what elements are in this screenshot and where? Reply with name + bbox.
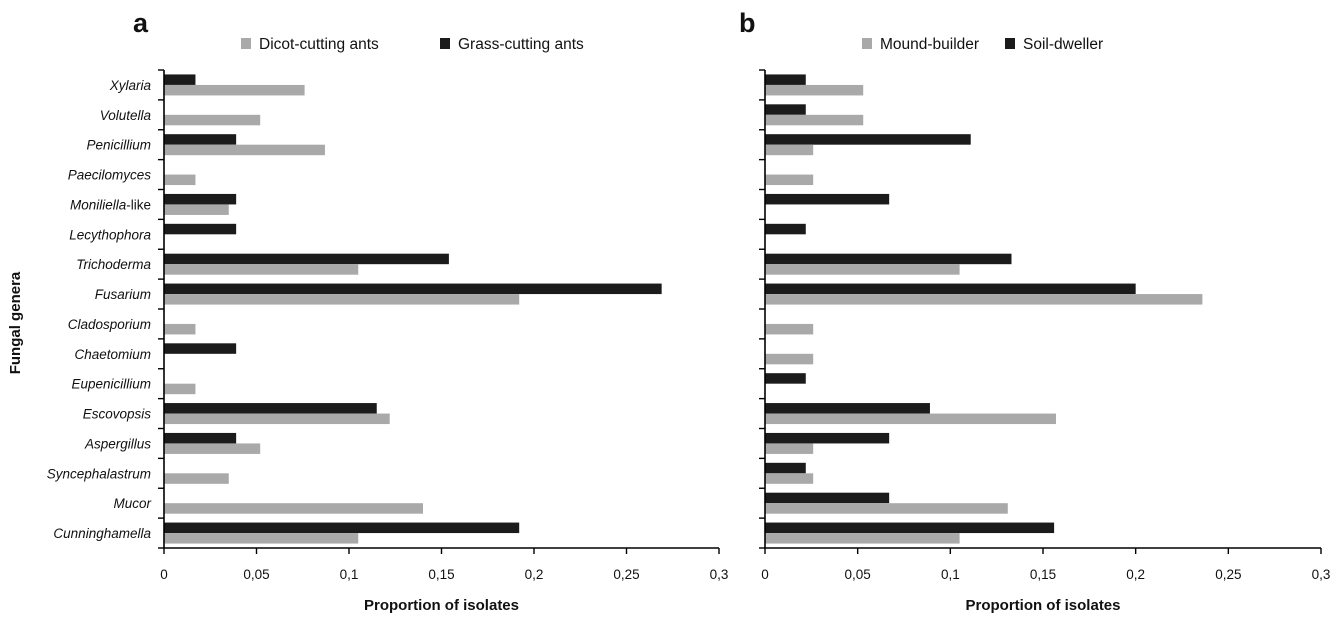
x-tick-label: 0,25 [613, 567, 639, 582]
bar-series1-syncephalastrum [765, 462, 806, 474]
category-label: Moniliella-like [70, 197, 151, 212]
bar-series1-penicillium [164, 134, 237, 145]
bar-series0-cladosporium [765, 323, 814, 335]
bar-series1-moniliella [765, 193, 890, 205]
bar-series1-volutella [765, 104, 806, 115]
bar-series0-volutella [765, 114, 864, 126]
bar-series1-penicillium [765, 134, 971, 145]
legend-swatch-0 [241, 38, 251, 49]
bar-series0-volutella [164, 114, 261, 126]
y-axis-title: Fungal genera [7, 271, 24, 374]
bar-series0-moniliella [164, 204, 229, 215]
category-label: Syncephalastrum [47, 466, 151, 481]
bar-series1-aspergillus [765, 432, 890, 444]
bar-series0-fusarium [164, 294, 520, 305]
category-label: Trichoderma [76, 257, 151, 272]
x-tick-label: 0,2 [525, 567, 544, 582]
category-label: Chaetomium [74, 347, 151, 362]
panel-label: b [739, 8, 756, 38]
bar-series1-lecythophora [164, 223, 237, 235]
legend-swatch-1 [440, 38, 450, 49]
category-label: Volutella [100, 108, 152, 123]
bar-series0-xylaria [765, 84, 864, 96]
bar-series1-trichoderma [765, 253, 1012, 265]
bar-series1-xylaria [765, 74, 806, 85]
panel-label: a [133, 8, 149, 38]
x-tick-label: 0,1 [340, 567, 359, 582]
bar-series0-cunninghamella [765, 533, 960, 544]
category-label: Aspergillus [84, 436, 151, 451]
bar-series1-cunninghamella [164, 522, 520, 534]
bar-series1-escovopsis [765, 403, 930, 414]
bar-series0-xylaria [164, 84, 305, 96]
bar-series0-escovopsis [164, 413, 390, 425]
category-label: Mucor [113, 496, 151, 511]
bar-series0-penicillium [765, 144, 814, 156]
bar-series1-moniliella [164, 193, 237, 205]
x-tick-label: 0 [160, 567, 168, 582]
legend-label-1: Grass-cutting ants [458, 36, 584, 53]
bar-series0-trichoderma [164, 264, 359, 275]
bar-series0-mucor [765, 503, 1008, 514]
bar-series0-escovopsis [765, 413, 1056, 425]
x-tick-label: 0,2 [1126, 567, 1145, 582]
x-tick-label: 0,15 [1030, 567, 1056, 582]
x-tick-label: 0,3 [710, 567, 729, 582]
chart-panel-b: b Mound-builder Soil-dweller 0 0,05 0,1 0,15 0,… [739, 8, 1330, 614]
bar-series1-aspergillus [164, 432, 237, 444]
bar-series0-mucor [164, 503, 423, 514]
category-label: Penicillium [86, 138, 151, 153]
category-label: Cladosporium [68, 317, 151, 332]
bar-series0-trichoderma [765, 264, 960, 275]
bar-series1-trichoderma [164, 253, 449, 265]
x-axis-title: Proportion of isolates [965, 597, 1120, 614]
bar-series1-lecythophora [765, 223, 806, 235]
x-tick-label: 0 [761, 567, 769, 582]
bar-series0-paecilomyces [164, 174, 196, 186]
bar-series0-chaetomium [765, 353, 814, 365]
bar-series1-fusarium [164, 283, 662, 295]
x-tick-label: 0,25 [1215, 567, 1241, 582]
category-label: Lecythophora [69, 227, 151, 242]
bar-series0-penicillium [164, 144, 325, 156]
bar-series0-syncephalastrum [765, 473, 814, 484]
legend-label-0: Mound-builder [880, 36, 979, 53]
category-label: Fusarium [95, 287, 151, 302]
bar-series0-aspergillus [765, 443, 814, 454]
x-tick-label: 0,15 [428, 567, 454, 582]
category-label: Paecilomyces [68, 168, 152, 183]
category-label: Xylaria [109, 78, 152, 93]
bar-series1-chaetomium [164, 343, 237, 354]
x-tick-label: 0,05 [243, 567, 269, 582]
bar-series1-fusarium [765, 283, 1136, 295]
bar-series0-aspergillus [164, 443, 261, 454]
bar-series1-cunninghamella [765, 522, 1055, 534]
bar-series1-xylaria [164, 74, 196, 85]
bar-series0-eupenicillium [164, 383, 196, 395]
chart-panel-a: a Dicot-cutting ants Grass-cutting ants Xyl… [7, 8, 728, 614]
category-label: Cunninghamella [53, 526, 151, 541]
bar-series0-paecilomyces [765, 174, 814, 186]
x-tick-label: 0,1 [941, 567, 960, 582]
x-tick-label: 0,3 [1312, 567, 1331, 582]
bar-series1-mucor [765, 492, 890, 504]
category-label: Escovopsis [83, 407, 152, 422]
legend-swatch-1 [1005, 38, 1015, 49]
legend-label-1: Soil-dweller [1023, 36, 1103, 53]
x-axis-title: Proportion of isolates [364, 597, 519, 614]
bar-series1-escovopsis [164, 403, 377, 414]
bar-series1-eupenicillium [765, 373, 806, 384]
bar-series0-cunninghamella [164, 533, 359, 544]
bar-series0-fusarium [765, 294, 1203, 305]
category-label: Eupenicillium [71, 377, 151, 392]
bar-series0-cladosporium [164, 323, 196, 335]
legend-swatch-0 [862, 38, 872, 49]
x-tick-label: 0,05 [845, 567, 871, 582]
bar-series0-syncephalastrum [164, 473, 229, 484]
legend-label-0: Dicot-cutting ants [259, 36, 379, 53]
